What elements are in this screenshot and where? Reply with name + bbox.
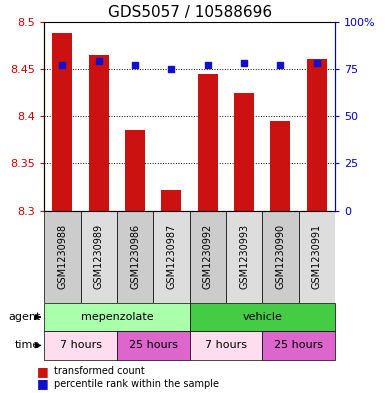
Text: mepenzolate: mepenzolate <box>80 312 153 322</box>
Bar <box>270 121 290 211</box>
Text: GSM1230986: GSM1230986 <box>130 224 140 289</box>
Text: GSM1230993: GSM1230993 <box>239 224 249 289</box>
Bar <box>44 303 190 331</box>
Point <box>277 62 283 68</box>
Bar <box>153 211 189 303</box>
Point <box>241 60 247 66</box>
Point <box>59 62 65 68</box>
Text: agent: agent <box>8 312 40 322</box>
Point <box>168 66 174 72</box>
Bar <box>190 303 335 331</box>
Point <box>132 62 138 68</box>
Bar <box>117 211 153 303</box>
Bar <box>234 92 254 211</box>
Text: GSM1230988: GSM1230988 <box>57 224 67 289</box>
Bar <box>198 73 218 211</box>
Text: GSM1230987: GSM1230987 <box>166 224 176 290</box>
Point <box>314 60 320 66</box>
Bar <box>299 211 335 303</box>
Title: GDS5057 / 10588696: GDS5057 / 10588696 <box>107 6 272 20</box>
Text: vehicle: vehicle <box>242 312 282 322</box>
Text: time: time <box>15 340 40 351</box>
Bar <box>89 55 109 211</box>
Bar <box>226 211 262 303</box>
Point <box>205 62 211 68</box>
Text: 25 hours: 25 hours <box>274 340 323 351</box>
Text: ■: ■ <box>37 365 49 378</box>
Text: 7 hours: 7 hours <box>60 340 102 351</box>
Bar <box>125 130 145 211</box>
Bar <box>161 190 181 211</box>
Bar <box>117 331 190 360</box>
Bar <box>307 59 327 211</box>
Point <box>96 58 102 64</box>
Bar <box>190 211 226 303</box>
Bar <box>262 211 299 303</box>
Text: GSM1230989: GSM1230989 <box>94 224 104 289</box>
Text: GSM1230991: GSM1230991 <box>312 224 322 289</box>
Bar <box>262 331 335 360</box>
Text: 7 hours: 7 hours <box>205 340 247 351</box>
Text: GSM1230992: GSM1230992 <box>203 224 213 290</box>
Bar <box>44 211 80 303</box>
Bar <box>80 211 117 303</box>
Text: ■: ■ <box>37 377 49 390</box>
Bar <box>190 331 262 360</box>
Bar <box>44 331 117 360</box>
Text: GSM1230990: GSM1230990 <box>275 224 285 289</box>
Bar <box>52 33 72 211</box>
Text: percentile rank within the sample: percentile rank within the sample <box>54 378 219 389</box>
Text: 25 hours: 25 hours <box>129 340 178 351</box>
Text: transformed count: transformed count <box>54 366 145 376</box>
